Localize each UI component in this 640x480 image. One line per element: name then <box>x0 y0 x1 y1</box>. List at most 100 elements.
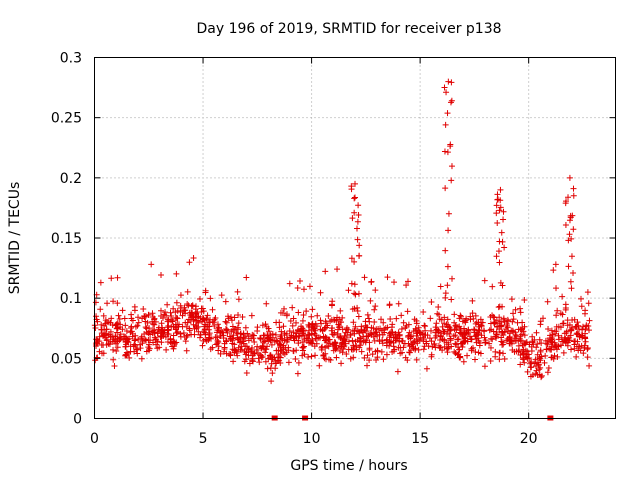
data-point <box>378 316 385 323</box>
data-point <box>562 306 569 313</box>
data-point <box>351 281 358 288</box>
data-point <box>565 263 572 270</box>
data-point <box>315 334 322 341</box>
data-point <box>241 348 248 355</box>
data-point <box>222 338 229 345</box>
data-point <box>125 350 132 357</box>
data-point <box>458 313 465 320</box>
data-point <box>171 339 178 346</box>
data-point <box>585 300 592 307</box>
data-point <box>325 312 332 319</box>
data-point <box>313 323 320 330</box>
data-point <box>560 349 567 356</box>
data-point <box>97 306 104 313</box>
data-point <box>545 364 552 371</box>
data-point <box>445 322 452 329</box>
data-point <box>568 253 575 260</box>
data-point <box>115 312 122 319</box>
data-point <box>508 336 515 343</box>
data-point <box>366 346 373 353</box>
data-point <box>318 346 325 353</box>
data-point <box>134 346 141 353</box>
data-point <box>538 372 545 379</box>
data-point <box>132 332 139 339</box>
data-point <box>309 306 316 313</box>
data-point <box>113 340 120 347</box>
data-point <box>517 361 524 368</box>
data-point <box>98 342 105 349</box>
data-point <box>361 274 368 281</box>
data-point <box>188 303 195 310</box>
data-point <box>348 186 355 193</box>
data-point <box>227 352 234 359</box>
data-point <box>392 330 399 337</box>
data-point <box>185 302 192 309</box>
data-point <box>189 313 196 320</box>
data-point <box>391 279 398 286</box>
data-point <box>345 338 352 345</box>
data-point <box>494 220 501 227</box>
data-point <box>405 333 412 340</box>
data-point <box>119 307 126 314</box>
data-point <box>460 331 467 338</box>
data-point <box>289 322 296 329</box>
data-point <box>423 365 430 372</box>
data-point <box>513 333 520 340</box>
data-point <box>547 346 554 353</box>
data-point <box>356 338 363 345</box>
data-point <box>512 306 519 313</box>
data-point <box>461 325 468 332</box>
data-point <box>504 335 511 342</box>
data-point <box>548 336 555 343</box>
data-point <box>259 342 266 349</box>
data-point <box>459 340 466 347</box>
data-point <box>290 329 297 336</box>
data-point <box>148 261 155 268</box>
data-point <box>355 211 362 218</box>
data-point <box>536 355 543 362</box>
data-point <box>444 282 451 289</box>
data-point <box>481 363 488 370</box>
data-point <box>249 358 256 365</box>
data-point <box>177 304 184 311</box>
data-point <box>222 298 229 305</box>
data-point <box>287 318 294 325</box>
x-tick-label: 20 <box>520 431 538 447</box>
data-point <box>445 210 452 217</box>
data-point <box>447 143 454 150</box>
data-point <box>245 346 252 353</box>
data-point <box>194 317 201 324</box>
data-point <box>289 304 296 311</box>
data-point <box>463 315 470 322</box>
data-point <box>251 338 258 345</box>
data-point <box>258 354 265 361</box>
data-point <box>242 343 249 350</box>
data-point <box>217 350 224 357</box>
data-point <box>235 311 242 318</box>
data-point <box>147 331 154 338</box>
data-point <box>488 326 495 333</box>
data-point <box>110 298 117 305</box>
data-point <box>312 352 319 359</box>
data-point <box>528 364 535 371</box>
data-point <box>235 296 242 303</box>
y-tick-label: 0.25 <box>51 111 82 127</box>
data-point <box>269 370 276 377</box>
data-point <box>471 356 478 363</box>
data-point <box>500 315 507 322</box>
data-point <box>353 225 360 232</box>
data-point <box>300 328 307 335</box>
data-point <box>347 355 354 362</box>
data-point <box>448 79 455 86</box>
data-point <box>489 283 496 290</box>
data-point <box>301 351 308 358</box>
data-point <box>393 315 400 322</box>
data-point <box>514 319 521 326</box>
data-point <box>577 347 584 354</box>
data-point <box>487 344 494 351</box>
data-point <box>443 345 450 352</box>
data-point <box>448 177 455 184</box>
data-point <box>568 346 575 353</box>
data-point <box>512 329 519 336</box>
data-point <box>234 335 241 342</box>
